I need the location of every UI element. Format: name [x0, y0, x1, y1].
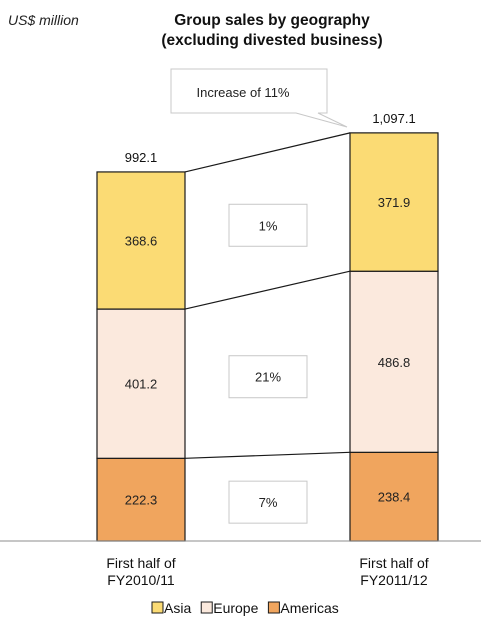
bar-asia-1: [96, 171, 186, 310]
growth-label-americas: 7%: [259, 495, 278, 510]
legend: Asia Europe Americas: [151, 600, 339, 616]
growth-boxes: 7% 21% 1%: [228, 203, 308, 524]
value-label-asia-1: 368.6: [125, 233, 158, 248]
bar-segments: 222.3 238.4 401.2 486.8 368.6 371.9: [96, 132, 439, 542]
value-label-americas-2: 238.4: [378, 490, 411, 505]
value-label-europe-1: 401.2: [125, 377, 158, 392]
growth-box-europe: [228, 355, 308, 399]
category-label-2-line-1: First half of: [359, 555, 428, 571]
bar-americas-2: [349, 451, 439, 542]
value-label-europe-2: 486.8: [378, 355, 411, 370]
increase-callout: Increase of 11%: [170, 68, 348, 128]
growth-box-americas: [228, 480, 308, 524]
legend-swatch-europe: [200, 601, 213, 614]
connector-asia: [184, 132, 351, 173]
total-label-2: 1,097.1: [372, 111, 415, 126]
category-label-1-line-1: First half of: [106, 555, 175, 571]
legend-swatch-asia: [151, 601, 164, 614]
category-label-1-line-2: FY2010/11: [107, 572, 175, 588]
callout-box: [170, 68, 348, 128]
bar-totals: 992.1 1,097.1: [125, 111, 416, 165]
total-label-1: 992.1: [125, 150, 158, 165]
legend-label-asia: Asia: [164, 600, 191, 616]
chart-title-line-1: Group sales by geography: [174, 12, 370, 29]
growth-label-asia: 1%: [259, 218, 278, 233]
category-label-2-line-2: FY2011/12: [360, 572, 428, 588]
growth-label-europe: 21%: [255, 370, 281, 385]
bar-americas-1: [96, 457, 186, 542]
unit-label: US$ million: [8, 12, 79, 28]
connector-americas: [184, 451, 351, 459]
value-label-asia-2: 371.9: [378, 195, 411, 210]
growth-box-asia: [228, 203, 308, 247]
callout-text: Increase of 11%: [197, 85, 290, 100]
connector-europe: [184, 270, 351, 310]
value-label-americas-1: 222.3: [125, 493, 158, 508]
chart-title-line-2: (excluding divested business): [161, 32, 382, 49]
legend-label-americas: Americas: [280, 600, 338, 616]
bar-europe-2: [349, 270, 439, 453]
connector-lines: [184, 132, 351, 459]
legend-label-europe: Europe: [213, 600, 258, 616]
legend-swatch-americas: [267, 601, 280, 614]
bar-asia-2: [349, 132, 439, 272]
